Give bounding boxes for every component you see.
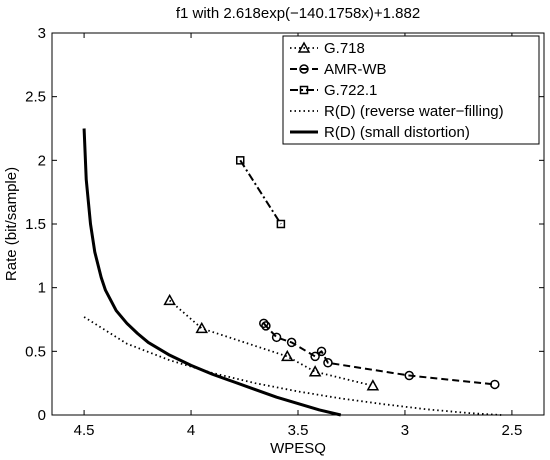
x-tick-label: 3.5 xyxy=(288,422,309,439)
series-0 xyxy=(163,293,380,391)
series-2 xyxy=(235,156,286,229)
x-tick-label: 4.5 xyxy=(74,422,95,439)
triangle-marker xyxy=(297,41,311,53)
circle-marker xyxy=(316,346,327,357)
series-line xyxy=(82,128,342,417)
circle-marker xyxy=(259,318,269,329)
y-tick-label: 1 xyxy=(38,280,46,297)
square-marker xyxy=(276,219,286,229)
y-tick-label: 2 xyxy=(38,152,46,169)
y-axis-label: Rate (bit/sample) xyxy=(3,167,20,281)
x-tick-label: 2.5 xyxy=(501,422,522,439)
triangle-marker xyxy=(281,349,294,362)
legend-label: G.722.1 xyxy=(324,82,377,99)
triangle-marker xyxy=(163,293,176,306)
circle-marker xyxy=(323,358,333,368)
x-axis-label: WPESQ xyxy=(270,440,326,457)
legend: G.718 AMR-WB G.722.1 R(D) (reverse water−fi… xyxy=(282,35,540,145)
y-tick-label: 2.5 xyxy=(25,89,46,106)
square-marker xyxy=(235,156,245,165)
y-tick-label: 3 xyxy=(38,25,46,42)
circle-marker xyxy=(271,332,282,343)
circle-marker xyxy=(286,337,297,348)
circle-marker xyxy=(299,64,309,74)
chart-title: f1 with 2.618exp(−140.1758x)+1.882 xyxy=(176,5,420,22)
series-line xyxy=(169,299,374,387)
y-tick-label: 1.5 xyxy=(25,216,46,233)
triangle-marker xyxy=(195,321,209,334)
triangle-marker xyxy=(308,365,322,377)
triangle-marker xyxy=(366,379,380,391)
series-4 xyxy=(82,128,342,417)
series-layer xyxy=(82,128,502,417)
circle-marker xyxy=(310,351,320,362)
legend-label: R(D) (reverse water−filling) xyxy=(324,103,504,120)
circle-marker xyxy=(404,370,414,381)
square-marker xyxy=(299,85,309,95)
series-3 xyxy=(83,316,502,416)
legend-box xyxy=(282,35,540,145)
legend-label: G.718 xyxy=(324,40,365,57)
circle-marker xyxy=(490,379,500,390)
legend-label: R(D) (small distortion) xyxy=(324,124,470,141)
circle-marker xyxy=(261,321,271,331)
series-line xyxy=(263,322,495,386)
x-tick-label: 3 xyxy=(401,422,409,439)
series-line xyxy=(83,316,502,416)
y-tick-label: 0 xyxy=(38,407,46,424)
x-tick-label: 4 xyxy=(187,422,195,439)
y-tick-label: 0.5 xyxy=(25,343,46,360)
series-line xyxy=(239,159,282,225)
legend-label: AMR-WB xyxy=(324,61,387,78)
series-1 xyxy=(259,318,500,390)
